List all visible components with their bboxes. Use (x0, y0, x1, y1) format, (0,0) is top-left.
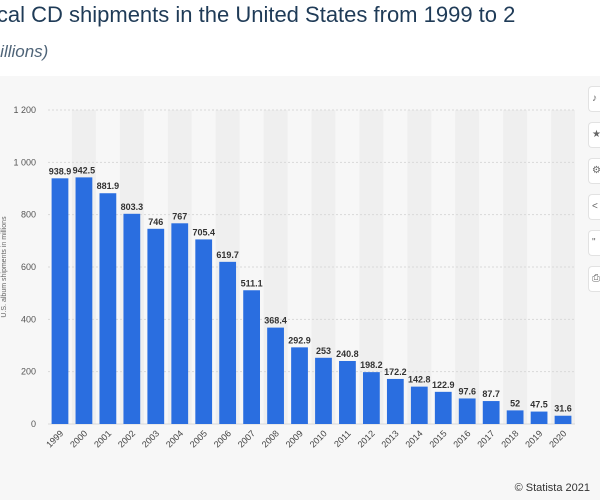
star-icon[interactable]: ★ (588, 122, 600, 148)
data-label: 803.3 (121, 202, 144, 212)
bar[interactable] (482, 401, 500, 424)
bar[interactable] (219, 261, 237, 424)
bar[interactable] (99, 193, 117, 424)
y-tick-label: 600 (21, 262, 36, 272)
column-band (311, 110, 336, 424)
y-tick-label: 0 (31, 419, 36, 429)
data-label: 881.9 (97, 181, 120, 191)
x-tick-label: 2001 (92, 428, 113, 449)
print-icon[interactable]: ⎙ (588, 266, 600, 292)
bar[interactable] (267, 327, 284, 424)
bar[interactable] (458, 398, 476, 424)
data-label: 705.4 (192, 227, 215, 237)
data-label: 368.4 (264, 316, 287, 326)
data-label: 942.5 (73, 165, 96, 175)
x-tick-label: 2004 (164, 428, 185, 449)
x-tick-label: 2017 (475, 428, 496, 449)
bar[interactable] (339, 360, 356, 424)
x-tick-label: 2008 (260, 428, 281, 449)
bar[interactable] (243, 290, 260, 424)
column-band (359, 110, 384, 424)
data-label: 767 (172, 211, 187, 221)
y-axis-title: U.S. album shipments in millions (1, 216, 8, 318)
x-tick-label: 2016 (451, 428, 472, 449)
column-band (551, 110, 575, 424)
bar[interactable] (123, 213, 141, 424)
chart-title: ysical CD shipments in the United States… (0, 2, 516, 27)
data-label: 511.1 (241, 278, 263, 288)
share-icon[interactable]: < (588, 194, 600, 220)
data-label: 142.8 (408, 375, 431, 385)
column-band (503, 110, 528, 424)
data-label: 122.9 (432, 380, 455, 390)
x-tick-label: 2012 (356, 428, 377, 449)
bar[interactable] (363, 372, 380, 424)
bar[interactable] (147, 228, 165, 424)
x-tick-label: 2007 (236, 428, 257, 449)
y-tick-label: 800 (21, 210, 36, 220)
data-label: 31.6 (554, 404, 572, 414)
bar[interactable] (410, 386, 428, 424)
x-tick-label: 2010 (308, 428, 329, 449)
x-tick-label: 2006 (212, 428, 233, 449)
y-tick-label: 200 (21, 367, 36, 377)
data-label: 746 (148, 217, 163, 227)
x-tick-label: 1999 (44, 428, 65, 449)
bell-icon[interactable]: ♪ (588, 86, 600, 112)
bar[interactable] (434, 391, 452, 424)
data-label: 619.7 (216, 250, 239, 260)
bar[interactable] (315, 357, 332, 424)
x-tick-label: 2019 (523, 428, 544, 449)
x-tick-label: 2014 (403, 428, 424, 449)
data-label: 240.8 (336, 349, 359, 359)
data-label: 292.9 (288, 335, 311, 345)
data-label: 253 (316, 346, 331, 356)
data-label: 47.5 (530, 400, 548, 410)
x-tick-label: 2005 (188, 428, 209, 449)
data-label: 938.9 (49, 166, 72, 176)
y-tick-label: 1 000 (13, 157, 36, 167)
x-tick-label: 2011 (332, 428, 353, 449)
statista-credit[interactable]: © Statista 2021 (514, 482, 590, 494)
data-label: 52 (510, 398, 520, 408)
data-label: 97.6 (458, 386, 476, 396)
bar[interactable] (75, 177, 93, 424)
bar[interactable] (291, 347, 308, 424)
x-tick-label: 2015 (427, 428, 448, 449)
x-tick-label: 2002 (116, 428, 137, 449)
column-band (407, 110, 432, 424)
x-tick-label: 2009 (284, 428, 305, 449)
x-tick-label: 2018 (499, 428, 520, 449)
x-tick-label: 2003 (140, 428, 161, 449)
bar[interactable] (386, 378, 404, 424)
bar[interactable] (554, 415, 572, 424)
data-label: 198.2 (360, 360, 383, 370)
data-label: 172.2 (384, 367, 407, 377)
bar[interactable] (51, 178, 69, 424)
bar[interactable] (506, 410, 524, 424)
y-tick-label: 400 (21, 314, 36, 324)
quote-icon[interactable]: " (588, 230, 600, 256)
chart-toolbar: ♪ ★ ⚙ < " ⎙ (588, 86, 600, 302)
settings-icon[interactable]: ⚙ (588, 158, 600, 184)
bar[interactable] (171, 223, 189, 424)
x-tick-label: 2013 (380, 428, 401, 449)
x-tick-label: 2020 (547, 428, 568, 449)
data-label: 87.7 (482, 389, 500, 399)
chart-subtitle: millions) (0, 42, 49, 61)
column-band (455, 110, 480, 424)
y-tick-label: 1 200 (13, 105, 36, 115)
bar[interactable] (195, 239, 213, 424)
x-tick-label: 2000 (68, 428, 89, 449)
bar[interactable] (530, 411, 548, 424)
